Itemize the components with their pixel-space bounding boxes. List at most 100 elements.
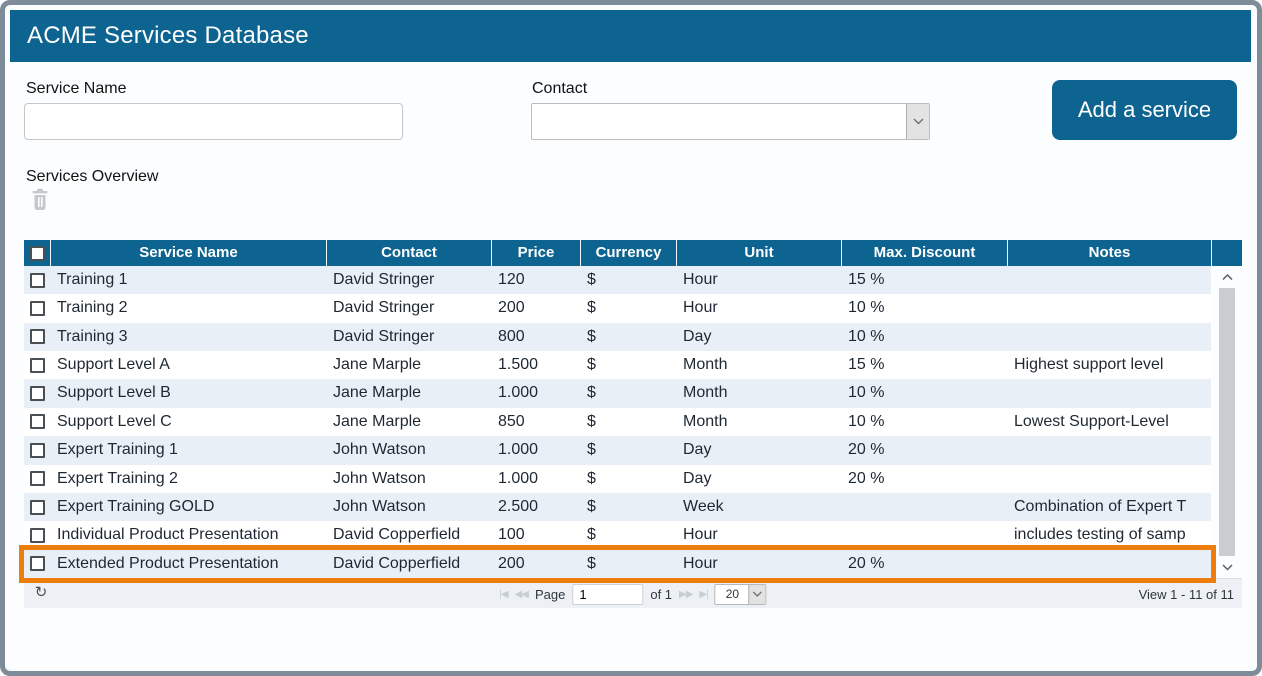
page-title: ACME Services Database: [27, 22, 309, 49]
cell-price: 2.500: [498, 497, 539, 515]
cell-max-discount: 10 %: [848, 412, 885, 430]
cell-service-name: Training 1: [57, 271, 128, 288]
page-of-text: of 1: [650, 586, 673, 602]
refresh-icon[interactable]: ↻: [34, 584, 48, 601]
cell-price: 1.000: [498, 384, 539, 402]
row-checkbox-cell: [24, 471, 50, 487]
cell-currency: $: [587, 526, 596, 544]
cell-max-discount: 20 %: [848, 441, 885, 459]
column-header-service-name[interactable]: Service Name: [50, 240, 326, 266]
cell-price: 200: [498, 554, 525, 572]
row-checkbox[interactable]: [29, 499, 45, 515]
first-page-icon[interactable]: |◀: [499, 588, 508, 600]
row-checkbox[interactable]: [29, 471, 45, 487]
table-row[interactable]: Expert Training GOLD John Watson 2.500 $ Wee…: [24, 492, 1211, 522]
table-row[interactable]: Training 2 David Stringer 200 $ Hour 10 %: [24, 294, 1211, 323]
last-page-icon[interactable]: ▶|: [699, 588, 708, 600]
cell-currency: $: [587, 356, 596, 374]
cell-unit: Hour: [683, 271, 718, 288]
column-header-price[interactable]: Price: [491, 240, 580, 266]
contact-select[interactable]: [531, 103, 930, 140]
cell-currency: $: [587, 469, 596, 487]
cell-max-discount: 10 %: [848, 327, 885, 345]
scroll-down-icon[interactable]: [1218, 556, 1236, 578]
row-checkbox[interactable]: [29, 272, 45, 288]
table-row[interactable]: Expert Training 1 John Watson 1.000 $ Day 20 …: [24, 436, 1211, 465]
table-row[interactable]: Training 3 David Stringer 800 $ Day 10 %: [24, 322, 1211, 352]
cell-price: 800: [498, 327, 525, 345]
column-header-currency[interactable]: Currency: [580, 240, 676, 266]
select-all-checkbox[interactable]: [29, 245, 45, 261]
service-name-input[interactable]: [24, 103, 403, 140]
cell-currency: $: [587, 271, 596, 288]
row-checkbox[interactable]: [29, 301, 45, 317]
table-row[interactable]: Support Level A Jane Marple 1.500 $ Month 15 …: [24, 351, 1211, 380]
page-size-select[interactable]: 20: [714, 583, 767, 605]
scrollbar-thumb[interactable]: [1219, 288, 1235, 556]
row-checkbox[interactable]: [29, 386, 45, 402]
page-size-dropdown-button[interactable]: [748, 584, 766, 604]
row-checkbox-cell: [24, 357, 50, 373]
cell-unit: Day: [683, 441, 712, 459]
cell-max-discount: 15 %: [848, 271, 885, 288]
previous-page-icon[interactable]: ◀◀: [514, 588, 529, 600]
row-checkbox-cell: [24, 386, 50, 402]
table-row[interactable]: Expert Training 2 John Watson 1.000 $ Day 20 …: [24, 464, 1211, 493]
cell-service-name: Support Level B: [57, 384, 171, 402]
cell-contact: John Watson: [333, 469, 426, 487]
trash-icon[interactable]: [30, 188, 50, 211]
row-checkbox-cell: [24, 414, 50, 430]
cell-service-name: Training 3: [57, 327, 128, 345]
vertical-scrollbar[interactable]: [1218, 266, 1236, 578]
chevron-down-icon: [753, 591, 763, 597]
cell-max-discount: 10 %: [848, 384, 885, 402]
cell-price: 200: [498, 299, 525, 317]
row-checkbox[interactable]: [29, 357, 45, 373]
table-row[interactable]: Extended Product Presentation David Coppe…: [19, 544, 1216, 584]
cell-contact: John Watson: [333, 497, 426, 515]
cell-service-name: Expert Training GOLD: [57, 497, 215, 515]
cell-price: 1.500: [498, 356, 539, 374]
cell-price: 850: [498, 412, 525, 430]
cell-contact: David Copperfield: [333, 526, 461, 544]
services-overview-label: Services Overview: [26, 168, 159, 185]
row-checkbox[interactable]: [29, 556, 45, 572]
column-header-max-discount[interactable]: Max. Discount: [841, 240, 1007, 266]
table-header-row: Service Name Contact Price Currency Unit Max.…: [24, 240, 1242, 266]
cell-unit: Week: [683, 497, 724, 515]
cell-max-discount: 20 %: [848, 554, 885, 572]
column-header-unit[interactable]: Unit: [676, 240, 841, 266]
cell-service-name: Training 2: [57, 299, 128, 317]
column-header-contact[interactable]: Contact: [326, 240, 491, 266]
cell-unit: Month: [683, 412, 728, 430]
add-service-button[interactable]: Add a service: [1052, 80, 1237, 140]
cell-notes: includes testing of samp: [1014, 526, 1186, 544]
cell-contact: David Stringer: [333, 327, 435, 345]
row-checkbox[interactable]: [29, 442, 45, 458]
row-checkbox[interactable]: [29, 527, 45, 543]
cell-service-name: Individual Product Presentation: [57, 526, 279, 544]
contact-select-dropdown-button[interactable]: [906, 104, 929, 139]
column-header-notes[interactable]: Notes: [1007, 240, 1211, 266]
cell-currency: $: [587, 384, 596, 402]
table-row[interactable]: Support Level B Jane Marple 1.000 $ Month 10 …: [24, 379, 1211, 408]
cell-contact: John Watson: [333, 441, 426, 459]
row-checkbox[interactable]: [29, 414, 45, 430]
cell-unit: Day: [683, 469, 712, 487]
next-page-icon[interactable]: ▶▶: [679, 588, 693, 600]
page-number-input[interactable]: [572, 583, 644, 605]
cell-contact: Jane Marple: [333, 412, 422, 430]
scroll-up-icon[interactable]: [1218, 266, 1236, 288]
cell-contact: David Stringer: [333, 299, 435, 317]
row-checkbox[interactable]: [29, 329, 45, 345]
cell-service-name: Extended Product Presentation: [57, 554, 279, 572]
cell-notes: Highest support level: [1014, 356, 1164, 374]
cell-contact: David Stringer: [333, 271, 435, 288]
table-row[interactable]: Support Level C Jane Marple 850 $ Month 10 % L…: [24, 407, 1211, 437]
row-checkbox-cell: [24, 556, 50, 572]
table-row[interactable]: Training 1 David Stringer 120 $ Hour 15 %: [24, 266, 1211, 295]
cell-notes: Lowest Support-Level: [1014, 412, 1169, 430]
cell-unit: Day: [683, 327, 712, 345]
table-row[interactable]: Individual Product Presentation David Cop…: [24, 521, 1211, 550]
page-size-value: 20: [725, 586, 740, 601]
